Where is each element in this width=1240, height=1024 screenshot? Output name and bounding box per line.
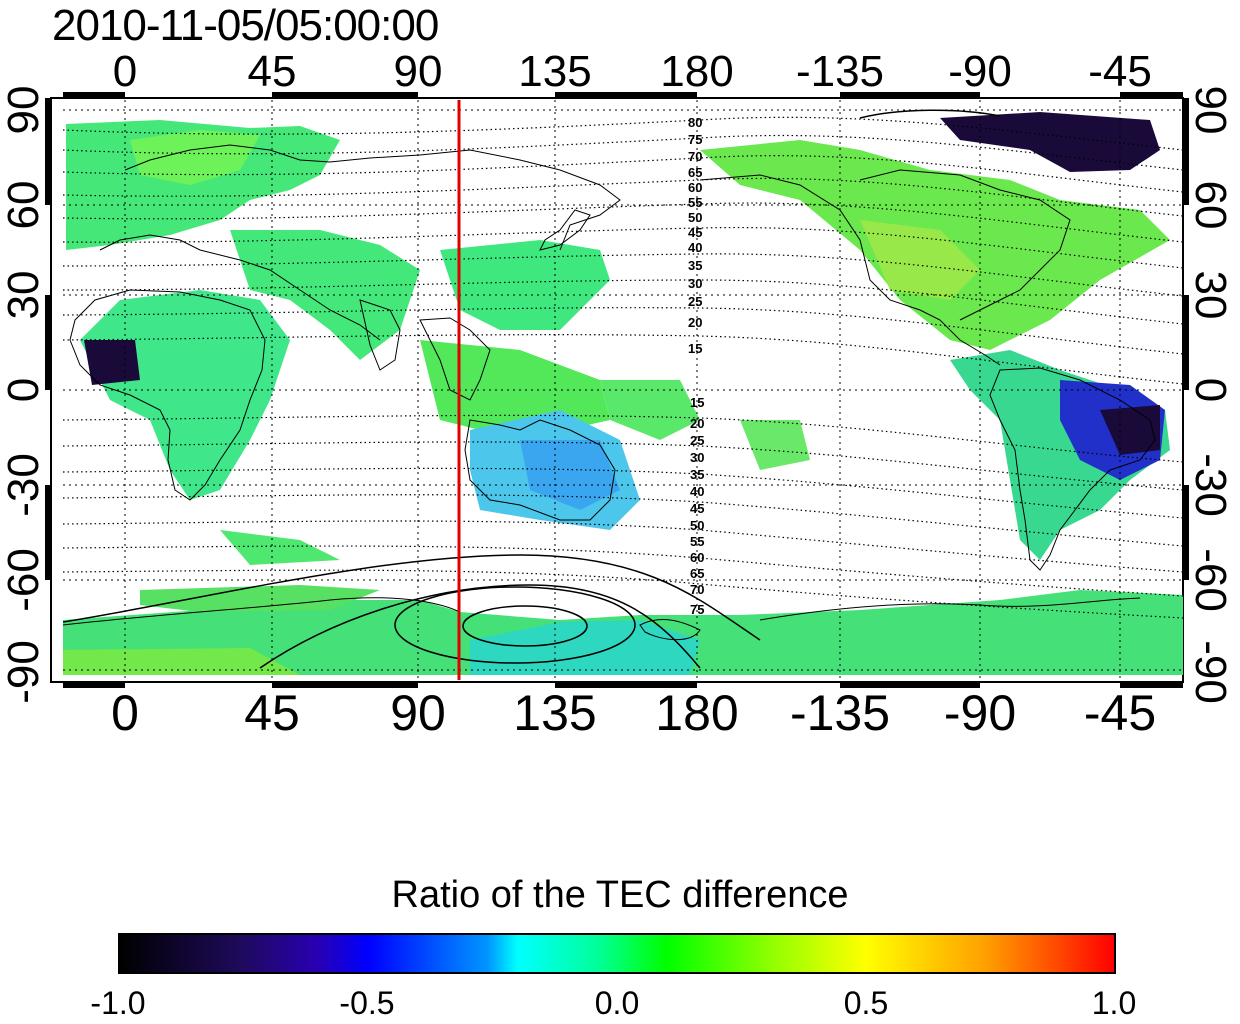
contour-label: 15 (690, 395, 704, 410)
contour-label: 40 (688, 240, 702, 255)
contour-label: 45 (688, 225, 702, 240)
right-lat-tick: -60 (1186, 548, 1235, 612)
bottom-lon-tick: -90 (944, 685, 1016, 741)
colorbar-tick: 1.0 (1091, 985, 1137, 1021)
map-timestamp: 2010-11-05/05:00:00 (52, 1, 439, 50)
top-lon-tick: 45 (248, 47, 297, 96)
left-lat-tick: 30 (0, 271, 48, 320)
tec-data-layer (63, 112, 1183, 675)
bottom-lon-tick: 45 (244, 685, 300, 741)
colorbar-tick: 0.5 (843, 985, 889, 1021)
left-lat-tick: -90 (0, 640, 48, 704)
contour-label: 45 (690, 501, 704, 516)
coastlines (63, 144, 1156, 641)
contour-label: 75 (688, 132, 702, 147)
contour-label: 80 (688, 115, 702, 130)
top-lon-tick: -135 (796, 47, 884, 96)
contour-label: 75 (690, 602, 704, 617)
colorbar-tick: -0.5 (339, 985, 395, 1021)
contour-label: 30 (688, 276, 702, 291)
top-lon-tick: 0 (113, 47, 137, 96)
contour-label: 50 (688, 210, 702, 225)
geomagnetic-contours (63, 116, 1183, 619)
polar-contours (63, 109, 1001, 669)
top-lon-tick: 90 (394, 47, 443, 96)
contour-label: 25 (688, 294, 702, 309)
left-lat-tick: -60 (0, 548, 48, 612)
colorbar-title: Ratio of the TEC difference (391, 874, 849, 916)
contour-label: 15 (688, 341, 702, 356)
top-lon-tick: -90 (948, 47, 1012, 96)
contour-label: 55 (690, 534, 704, 549)
right-lat-tick: -90 (1186, 640, 1235, 704)
contour-label: 70 (690, 582, 704, 597)
contour-label: 25 (690, 433, 704, 448)
right-lat-tick: 60 (1186, 181, 1235, 230)
right-lat-tick: 90 (1186, 86, 1235, 135)
bottom-lon-tick: -135 (790, 685, 890, 741)
bottom-lon-tick: 0 (111, 685, 139, 741)
left-lat-tick: 60 (0, 181, 48, 230)
colorbar (118, 933, 1116, 974)
bottom-lon-tick: 135 (513, 685, 596, 741)
contour-label: 65 (688, 165, 702, 180)
left-lat-tick: 90 (0, 86, 48, 135)
bottom-lon-tick: 90 (390, 685, 446, 741)
contour-label: 35 (690, 467, 704, 482)
contour-label: 40 (690, 484, 704, 499)
bottom-lon-tick: 180 (655, 685, 738, 741)
contour-label: 55 (688, 195, 702, 210)
map-border-bars (45, 92, 1189, 688)
colorbar-tick: 0.0 (594, 985, 640, 1021)
contour-label: 60 (690, 550, 704, 565)
contour-label: 35 (688, 258, 702, 273)
contour-label: 30 (690, 450, 704, 465)
contour-label: 20 (688, 315, 702, 330)
left-lat-tick: -30 (0, 453, 48, 517)
contour-label: 65 (690, 566, 704, 581)
left-lat-tick: 0 (0, 378, 48, 402)
contour-label: 60 (688, 180, 702, 195)
contour-label: 50 (690, 518, 704, 533)
contour-label: 20 (690, 416, 704, 431)
colorbar-tick: -1.0 (90, 985, 146, 1021)
top-lon-tick: -45 (1088, 47, 1152, 96)
top-lon-tick: 135 (518, 47, 591, 96)
tec-map: 0 45 90 135 180 -135 -90 -45 0 45 90 135… (0, 47, 1235, 741)
top-lon-tick: 180 (660, 47, 733, 96)
bottom-lon-tick: -45 (1084, 685, 1156, 741)
right-lat-tick: -30 (1186, 453, 1235, 517)
contour-label: 70 (688, 149, 702, 164)
right-lat-tick: 0 (1186, 378, 1235, 402)
graticule (63, 100, 1183, 680)
right-lat-tick: 30 (1186, 271, 1235, 320)
